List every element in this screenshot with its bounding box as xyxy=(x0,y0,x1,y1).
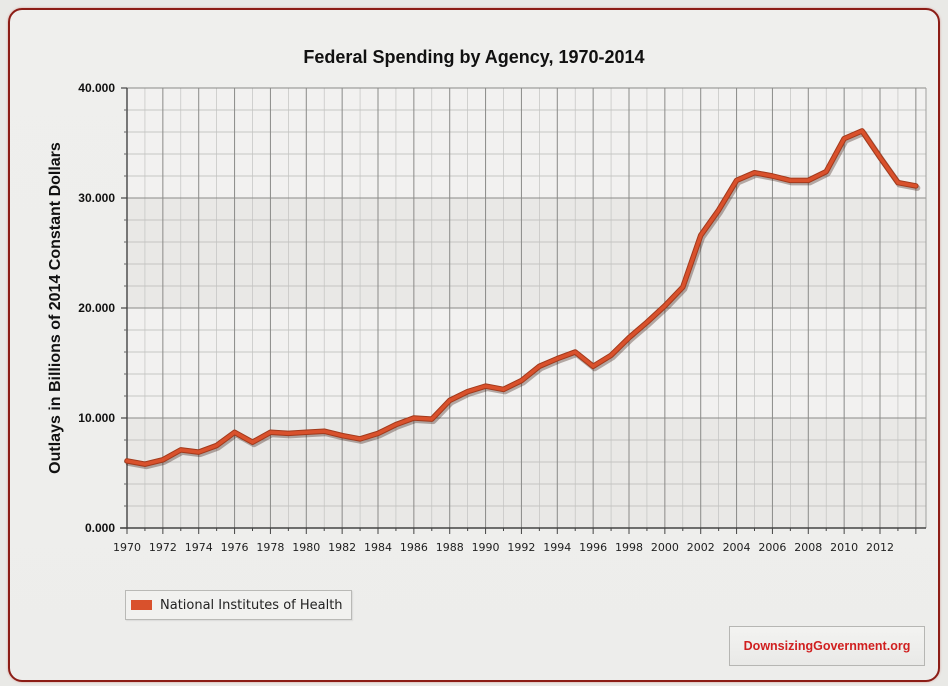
legend-swatch xyxy=(131,600,152,610)
x-tick-label: 1982 xyxy=(328,541,356,554)
x-tick-label: 1996 xyxy=(579,541,607,554)
y-tick-label: 0.000 xyxy=(85,521,115,535)
x-tick-label: 1980 xyxy=(292,541,320,554)
x-tick-label: 2008 xyxy=(794,541,822,554)
y-tick-label: 20.000 xyxy=(78,301,115,315)
x-tick-label: 2002 xyxy=(687,541,715,554)
plot-band xyxy=(127,198,926,308)
legend-label: National Institutes of Health xyxy=(160,597,343,613)
x-tick-label: 1990 xyxy=(472,541,500,554)
chart-title: Federal Spending by Agency, 1970-2014 xyxy=(303,47,645,67)
y-tick-label: 30.000 xyxy=(78,191,115,205)
x-tick-label: 1986 xyxy=(400,541,428,554)
plot-band xyxy=(127,308,926,418)
x-tick-label: 1974 xyxy=(185,541,213,554)
y-tick-label: 40.000 xyxy=(78,81,115,95)
x-tick-label: 1998 xyxy=(615,541,643,554)
x-tick-label: 2010 xyxy=(830,541,858,554)
x-tick-label: 1972 xyxy=(149,541,177,554)
x-tick-label: 1984 xyxy=(364,541,392,554)
plot-band xyxy=(127,418,926,528)
x-tick-label: 1976 xyxy=(221,541,249,554)
y-tick-label: 10.000 xyxy=(78,411,115,425)
x-tick-label: 2000 xyxy=(651,541,679,554)
series-line xyxy=(125,129,918,466)
x-tick-label: 1988 xyxy=(436,541,464,554)
x-tick-label: 1992 xyxy=(507,541,535,554)
x-tick-label: 2012 xyxy=(866,541,894,554)
x-tick-label: 1994 xyxy=(543,541,571,554)
x-tick-label: 2004 xyxy=(723,541,751,554)
legend[interactable]: National Institutes of Health xyxy=(125,590,352,620)
x-tick-label: 1978 xyxy=(256,541,284,554)
branding-badge[interactable]: DownsizingGovernment.org xyxy=(729,626,925,666)
x-tick-label: 1970 xyxy=(113,541,141,554)
x-tick-label: 2006 xyxy=(758,541,786,554)
